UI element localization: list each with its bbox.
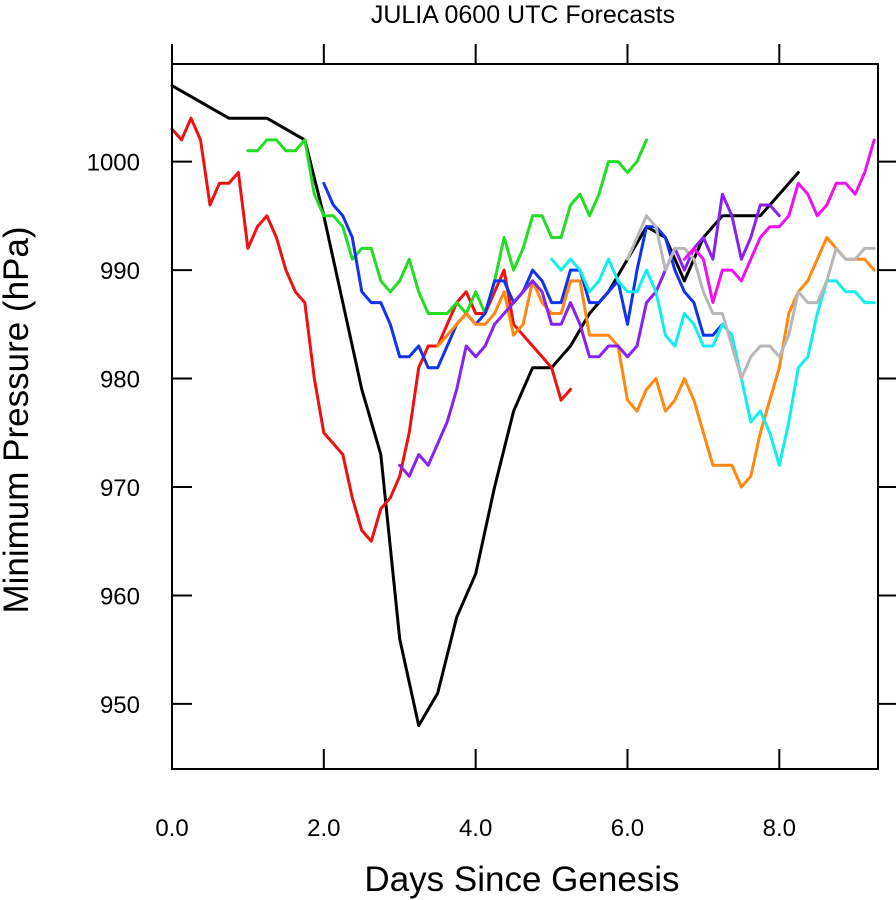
chart-title: JULIA 0600 UTC Forecasts: [371, 1, 675, 29]
x-tick-label: 0.0: [155, 815, 188, 842]
series-line-forecast-purple: [398, 192, 781, 478]
series-line-forecast-red: [170, 116, 572, 543]
y-tick-label: 950: [100, 692, 140, 719]
y-tick-label: 960: [100, 583, 140, 610]
series-line-best-track: [170, 84, 800, 728]
y-tick-label: 980: [100, 367, 140, 394]
series-line-forecast-gray: [626, 214, 876, 380]
series-line-forecast-orange: [436, 236, 876, 489]
y-tick-label: 1000: [87, 150, 140, 177]
x-tick-label: 2.0: [307, 815, 340, 842]
tick-layer: 0.0 2.0 4.0 6.0 8.0 950 960 970 980 990 1000: [87, 44, 896, 842]
y-tick-label: 990: [100, 258, 140, 285]
series-line-forecast-green: [246, 138, 648, 315]
x-tick-label: 6.0: [611, 815, 644, 842]
x-tick-label: 8.0: [763, 815, 796, 842]
series-line-forecast-magenta: [682, 138, 876, 305]
y-tick-label: 970: [100, 475, 140, 502]
x-axis-label: Days Since Genesis: [364, 860, 679, 899]
y-axis-label: Minimum Pressure (hPa): [0, 226, 36, 613]
series-layer: [170, 84, 876, 728]
series-line-forecast-cyan: [550, 257, 876, 467]
x-tick-label: 4.0: [459, 815, 492, 842]
plot-frame: [171, 63, 879, 770]
